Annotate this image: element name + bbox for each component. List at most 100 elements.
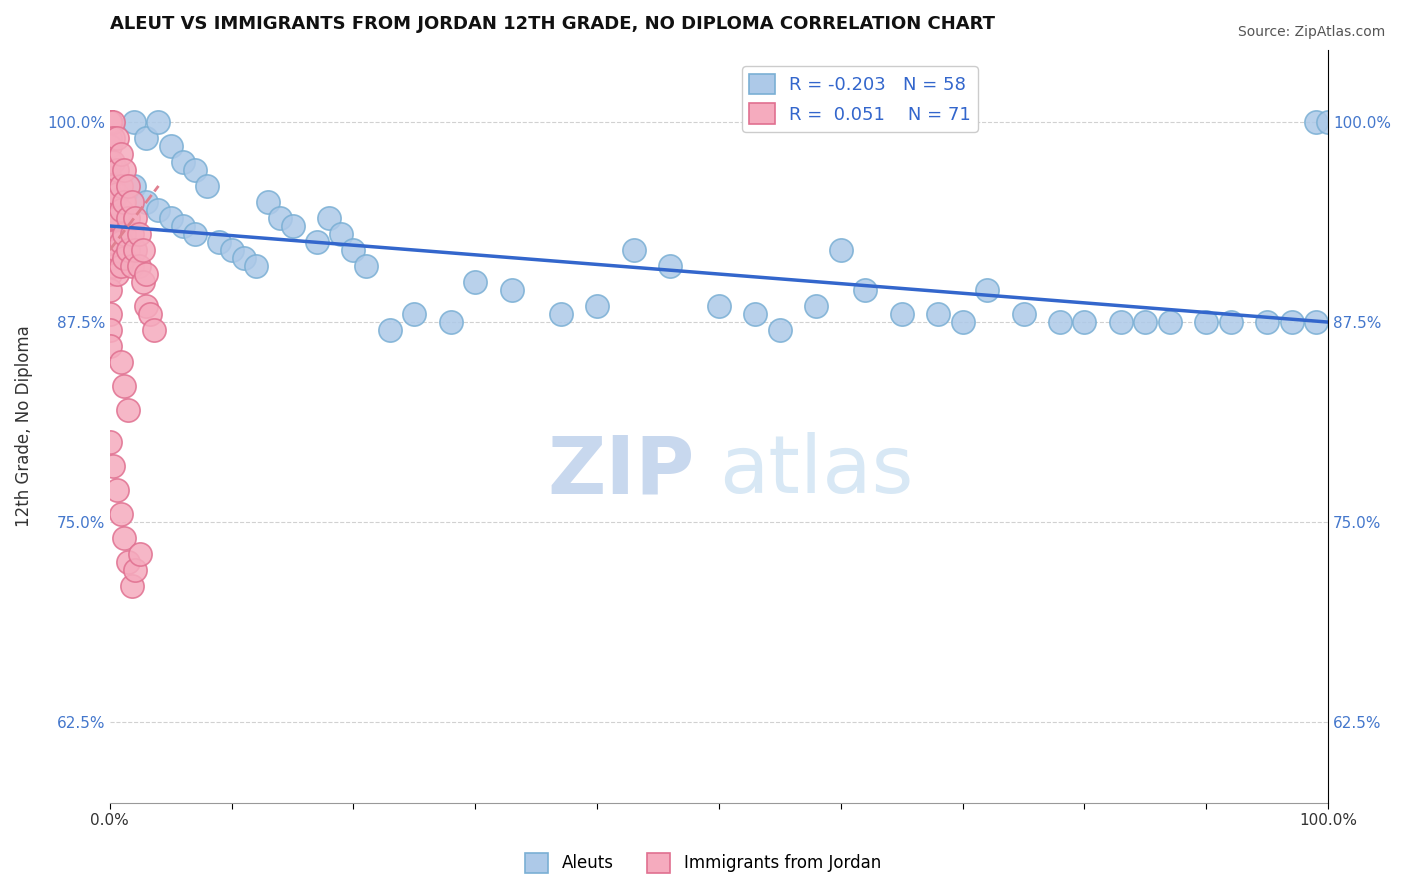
Point: [103, 178, 125, 193]
Point: [103, 155, 125, 169]
Text: ALEUT VS IMMIGRANTS FROM JORDAN 12TH GRADE, NO DIPLOMA CORRELATION CHART: ALEUT VS IMMIGRANTS FROM JORDAN 12TH GRA…: [110, 15, 995, 33]
Point: [354, 259, 377, 273]
Point: [1049, 315, 1071, 329]
Point: [98, 307, 121, 321]
Point: [1109, 315, 1132, 329]
Point: [159, 139, 181, 153]
Point: [1159, 315, 1181, 329]
Point: [129, 547, 152, 561]
Point: [110, 202, 132, 217]
Point: [172, 155, 194, 169]
Point: [124, 243, 146, 257]
Point: [659, 259, 682, 273]
Point: [105, 131, 128, 145]
Point: [806, 299, 828, 313]
Point: [98, 131, 121, 145]
Point: [927, 307, 949, 321]
Point: [378, 323, 401, 337]
Point: [330, 227, 353, 241]
Point: [122, 115, 145, 129]
Point: [172, 219, 194, 233]
Point: [131, 243, 153, 257]
Point: [1305, 115, 1327, 129]
Point: [124, 563, 146, 577]
Point: [121, 227, 143, 241]
Point: [1219, 315, 1241, 329]
Point: [128, 227, 150, 241]
Point: [131, 275, 153, 289]
Point: [1281, 315, 1303, 329]
Legend: Aleuts, Immigrants from Jordan: Aleuts, Immigrants from Jordan: [519, 847, 887, 880]
Point: [501, 283, 523, 297]
Point: [122, 178, 145, 193]
Point: [110, 355, 132, 369]
Point: [103, 235, 125, 249]
Point: [105, 243, 128, 257]
Point: [98, 235, 121, 249]
Point: [440, 315, 463, 329]
Y-axis label: 12th Grade, No Diploma: 12th Grade, No Diploma: [15, 326, 32, 527]
Point: [1317, 115, 1340, 129]
Point: [112, 531, 135, 545]
Point: [103, 211, 125, 225]
Point: [98, 115, 121, 129]
Point: [98, 155, 121, 169]
Point: [830, 243, 852, 257]
Point: [184, 163, 207, 178]
Point: [98, 186, 121, 201]
Point: [1135, 315, 1157, 329]
Point: [112, 194, 135, 209]
Point: [232, 251, 254, 265]
Text: ZIP: ZIP: [547, 433, 695, 510]
Point: [148, 202, 170, 217]
Point: [707, 299, 730, 313]
Point: [135, 131, 157, 145]
Point: [98, 339, 121, 353]
Point: [112, 163, 135, 178]
Point: [305, 235, 328, 249]
Point: [586, 299, 609, 313]
Point: [98, 115, 121, 129]
Point: [105, 267, 128, 281]
Point: [103, 459, 125, 474]
Point: [135, 194, 157, 209]
Point: [184, 227, 207, 241]
Point: [1195, 315, 1218, 329]
Point: [110, 508, 132, 522]
Point: [159, 211, 181, 225]
Point: [1305, 315, 1327, 329]
Point: [245, 259, 267, 273]
Point: [121, 259, 143, 273]
Point: [121, 194, 143, 209]
Point: [142, 323, 165, 337]
Point: [103, 194, 125, 209]
Point: [105, 483, 128, 498]
Point: [111, 219, 134, 233]
Point: [117, 555, 139, 569]
Point: [257, 194, 280, 209]
Point: [342, 243, 364, 257]
Point: [853, 283, 876, 297]
Point: [128, 259, 150, 273]
Point: [98, 283, 121, 297]
Point: [269, 211, 291, 225]
Point: [890, 307, 912, 321]
Point: [744, 307, 766, 321]
Point: [110, 235, 132, 249]
Point: [117, 178, 139, 193]
Point: [110, 178, 132, 193]
Point: [769, 323, 792, 337]
Text: atlas: atlas: [718, 433, 914, 510]
Point: [112, 379, 135, 393]
Point: [103, 115, 125, 129]
Point: [110, 147, 132, 161]
Point: [98, 139, 121, 153]
Point: [221, 243, 243, 257]
Point: [318, 211, 340, 225]
Point: [195, 178, 218, 193]
Point: [105, 163, 128, 178]
Point: [98, 435, 121, 450]
Point: [98, 115, 121, 129]
Point: [98, 115, 121, 129]
Point: [98, 115, 121, 129]
